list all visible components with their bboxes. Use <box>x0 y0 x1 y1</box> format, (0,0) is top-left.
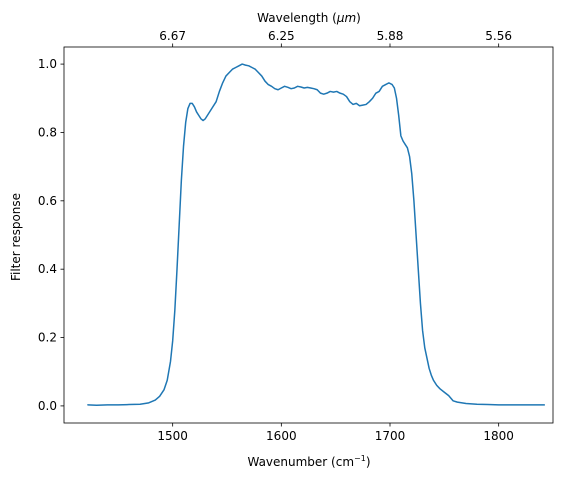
x-axis-label: Wavenumber (cm−1) <box>247 454 370 469</box>
top-x-axis-label: Wavelength (μm) <box>257 11 361 25</box>
x-tick-label-1800: 1800 <box>483 429 514 443</box>
y-tick-label-2: 0.4 <box>38 262 57 276</box>
x-tick-label-1500: 1500 <box>157 429 188 443</box>
series-line-0 <box>87 63 546 406</box>
top-x-tick-label-0: 6.67 <box>159 29 186 43</box>
top-x-tick-label-3: 5.56 <box>485 29 512 43</box>
y-tick-label-0: 0.0 <box>38 399 57 413</box>
y-axis-label: Filter response <box>9 193 23 281</box>
axes-layer: 1500 1600 1700 1800 0.0 0.2 0.4 0.6 0.8 1.0 6.67 6.… <box>38 29 554 443</box>
y-tick-label-3: 0.6 <box>38 194 57 208</box>
top-x-tick-label-2: 5.88 <box>377 29 404 43</box>
x-tick-label-1700: 1700 <box>375 429 406 443</box>
y-tick-label-5: 1.0 <box>38 57 57 71</box>
y-tick-label-4: 0.8 <box>38 125 57 139</box>
x-tick-label-1600: 1600 <box>266 429 297 443</box>
top-x-tick-label-1: 6.25 <box>268 29 295 43</box>
labels-layer: Wavenumber (cm−1) Filter response Wavele… <box>9 11 371 469</box>
axes-frame <box>63 46 554 424</box>
y-tick-label-1: 0.2 <box>38 331 57 345</box>
plot-layer <box>87 63 546 406</box>
